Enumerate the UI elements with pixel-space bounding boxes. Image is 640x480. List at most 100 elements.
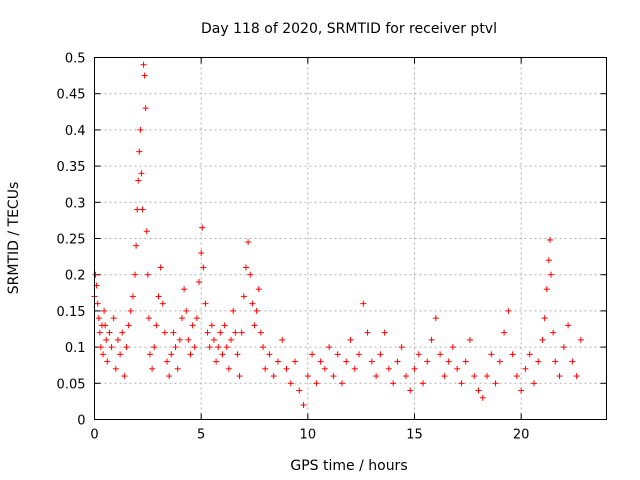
data-point <box>522 365 529 372</box>
data-point <box>479 394 486 401</box>
data-point <box>208 322 215 329</box>
data-point <box>283 365 290 372</box>
data-point <box>161 329 168 336</box>
data-point <box>492 380 499 387</box>
data-point <box>257 329 264 336</box>
y-tick-label: 0.05 <box>57 377 86 392</box>
data-point <box>390 380 397 387</box>
data-point <box>351 365 358 372</box>
data-point <box>215 344 222 351</box>
data-point <box>114 336 121 343</box>
data-point <box>247 271 254 278</box>
data-point <box>385 365 392 372</box>
data-point <box>326 344 333 351</box>
data-point <box>174 365 181 372</box>
data-point <box>330 373 337 380</box>
data-point <box>545 257 552 264</box>
data-point <box>129 293 136 300</box>
data-point <box>230 307 237 314</box>
data-point <box>466 336 473 343</box>
y-tick-label: 0 <box>77 414 85 429</box>
data-point <box>153 322 160 329</box>
data-point <box>251 322 258 329</box>
y-axis-title: SRMTID / TECUs <box>6 182 22 295</box>
data-point <box>432 315 439 322</box>
data-point <box>546 236 553 243</box>
data-point <box>270 373 277 380</box>
data-point <box>356 351 363 358</box>
data-point <box>255 286 262 293</box>
x-tick-label: 10 <box>300 428 317 443</box>
data-point <box>102 322 109 329</box>
data-point <box>170 329 177 336</box>
x-tick-label: 5 <box>197 428 205 443</box>
y-tick-label: 0.3 <box>65 196 86 211</box>
data-point <box>556 373 563 380</box>
data-point <box>106 329 113 336</box>
data-point <box>217 329 224 336</box>
data-point <box>202 300 209 307</box>
y-tick-label: 0.1 <box>65 341 86 356</box>
data-point <box>112 365 119 372</box>
data-point <box>437 351 444 358</box>
data-point <box>334 351 341 358</box>
data-point <box>176 336 183 343</box>
data-point <box>513 373 520 380</box>
data-point <box>321 365 328 372</box>
data-point <box>151 344 158 351</box>
data-point <box>415 351 422 358</box>
data-point <box>189 322 196 329</box>
data-point <box>234 351 241 358</box>
data-point <box>373 373 380 380</box>
data-point <box>445 358 452 365</box>
data-point <box>155 293 162 300</box>
data-point <box>125 322 132 329</box>
data-point <box>550 329 557 336</box>
y-tick-label: 0.15 <box>57 305 86 320</box>
data-point <box>210 336 217 343</box>
data-point <box>204 329 211 336</box>
data-point <box>145 315 152 322</box>
data-point <box>381 329 388 336</box>
data-point <box>274 358 281 365</box>
data-point <box>225 365 232 372</box>
data-point <box>143 228 150 235</box>
data-point <box>496 358 503 365</box>
data-point <box>136 148 143 155</box>
data-point <box>104 358 111 365</box>
data-point <box>183 307 190 314</box>
data-point <box>402 373 409 380</box>
data-point <box>364 329 371 336</box>
data-point <box>240 293 247 300</box>
data-point <box>127 307 134 314</box>
grid <box>94 57 607 420</box>
data-point <box>398 344 405 351</box>
data-point <box>260 344 267 351</box>
data-point <box>119 329 126 336</box>
data-point <box>454 365 461 372</box>
data-point <box>121 373 128 380</box>
data-point <box>172 344 179 351</box>
data-point <box>343 358 350 365</box>
data-point <box>535 358 542 365</box>
data-point <box>142 105 149 112</box>
data-point <box>101 307 108 314</box>
data-point <box>253 307 260 314</box>
data-point <box>123 344 130 351</box>
data-point <box>199 224 206 231</box>
data-point <box>92 271 99 278</box>
data-point <box>108 344 115 351</box>
y-tick-label: 0.45 <box>57 88 86 103</box>
data-point <box>181 286 188 293</box>
data-point <box>509 351 516 358</box>
data-point <box>505 307 512 314</box>
data-point <box>157 264 164 271</box>
data-point <box>577 336 584 343</box>
data-point <box>560 344 567 351</box>
data-point <box>394 358 401 365</box>
data-point <box>441 373 448 380</box>
data-point <box>539 336 546 343</box>
data-point <box>411 365 418 372</box>
data-point <box>347 336 354 343</box>
